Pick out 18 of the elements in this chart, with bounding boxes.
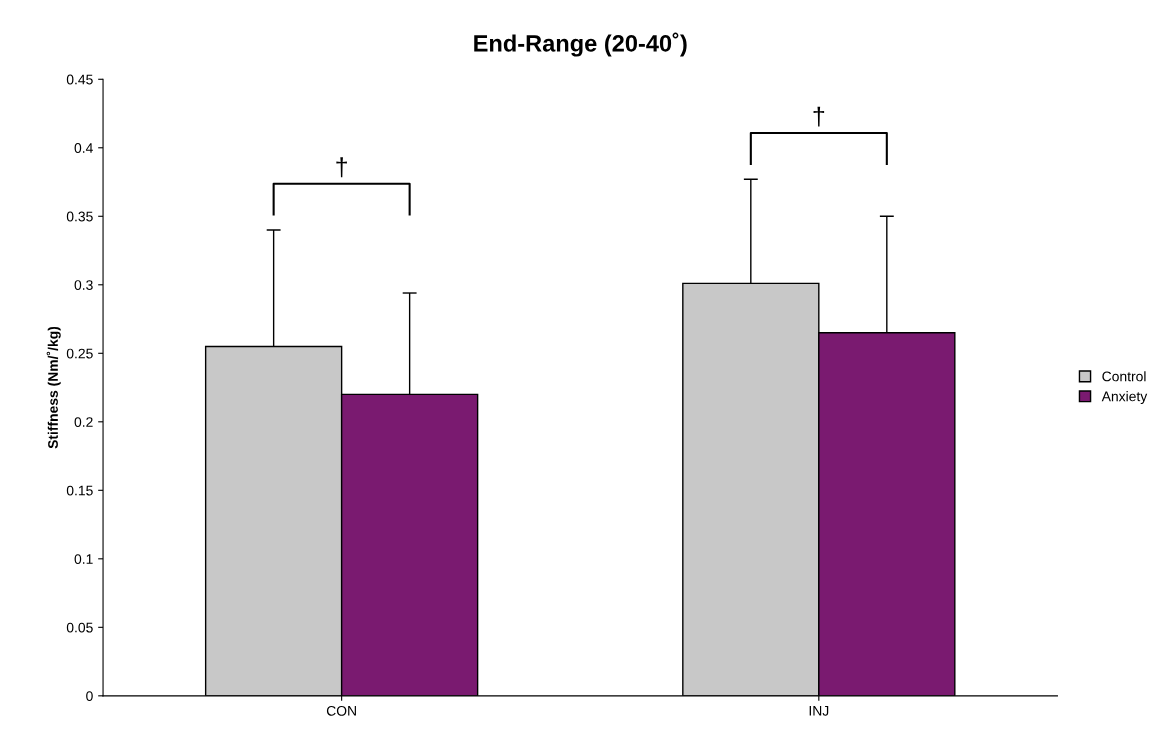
annotation: †	[813, 106, 825, 127]
y-tick-label: 0.35	[66, 211, 93, 222]
x-tick-label: INJ	[809, 706, 829, 716]
y-tick-label: 0.3	[74, 280, 93, 290]
y-axis-title: Stiffness (Nm/˚/kg)	[46, 326, 61, 449]
chart-title: End-Range (20-40˚)	[474, 32, 687, 57]
y-tick-label: 0.05	[66, 622, 93, 633]
y-tick-label: 0.15	[66, 485, 93, 496]
legend-label: Control	[1102, 371, 1146, 382]
y-tick-label: 0.2	[74, 417, 93, 427]
y-tick-label: 0.4	[74, 143, 93, 153]
legend-label: Anxiety	[1101, 391, 1148, 405]
annotation: †	[336, 157, 347, 178]
y-tick-label: 0.1	[74, 554, 93, 564]
y-tick-label: 0	[86, 691, 93, 701]
y-tick-label: 0.25	[66, 348, 93, 359]
y-tick-label: 0.45	[66, 74, 93, 85]
x-tick-label: CON	[326, 705, 356, 716]
